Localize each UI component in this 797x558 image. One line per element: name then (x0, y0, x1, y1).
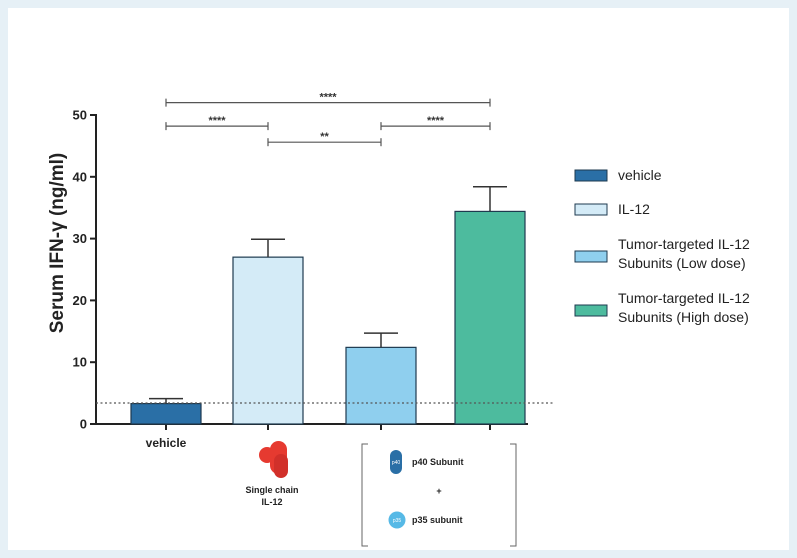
blue-capsule-icon-shape (390, 450, 402, 474)
left-bracket (361, 443, 368, 547)
p40-icon-text: p40 (392, 460, 401, 466)
significance-label: **** (319, 92, 337, 104)
legend-label: Subunits (High dose) (618, 309, 749, 325)
bar (454, 210, 526, 425)
legend-label: Tumor-targeted IL-12 (618, 290, 750, 306)
light-blue-circle-icon-shape (388, 511, 406, 529)
chart-frame: Serum IFN-γ (ng/ml) 0 10 20 30 40 50 **** **** *… (8, 8, 789, 550)
y-axis-title: Serum IFN-γ (ng/ml) (47, 153, 68, 334)
x-label-vehicle: vehicle (146, 436, 187, 450)
light-blue-circle-icon: p35 (388, 511, 406, 529)
bar (232, 256, 304, 425)
significance-label: ** (320, 131, 329, 143)
legend-swatch (574, 203, 608, 216)
y-tick-label: 20 (73, 293, 87, 308)
legend-label: vehicle (618, 167, 662, 183)
significance-label: **** (427, 115, 445, 127)
y-tick-label: 10 (73, 355, 87, 370)
p35-subunit-label: p35 subunit (412, 515, 463, 525)
bar (130, 403, 202, 425)
legend-swatch (574, 304, 608, 317)
p35-icon-text: p35 (393, 518, 402, 524)
y-tick-label: 0 (80, 417, 87, 432)
bar (345, 346, 417, 425)
red-protein-icon (259, 441, 288, 478)
red-protein-icon-part (274, 454, 288, 478)
legend-label: Subunits (Low dose) (618, 255, 746, 271)
blue-capsule-icon: p40 (390, 450, 402, 474)
y-tick-label: 40 (73, 169, 87, 184)
significance-label: **** (208, 115, 226, 127)
y-tick-label: 30 (73, 231, 87, 246)
x-label-single-chain: IL-12 (261, 497, 282, 507)
legend-label: IL-12 (618, 201, 650, 217)
plus-sign: + (436, 486, 441, 496)
right-bracket (510, 443, 517, 547)
x-label-single-chain: Single chain (245, 485, 298, 495)
legend-label: Tumor-targeted IL-12 (618, 236, 750, 252)
legend-swatch (574, 250, 608, 263)
y-tick-label: 50 (73, 108, 87, 123)
p40-subunit-label: p40 Subunit (412, 457, 464, 467)
legend-swatch (574, 169, 608, 182)
